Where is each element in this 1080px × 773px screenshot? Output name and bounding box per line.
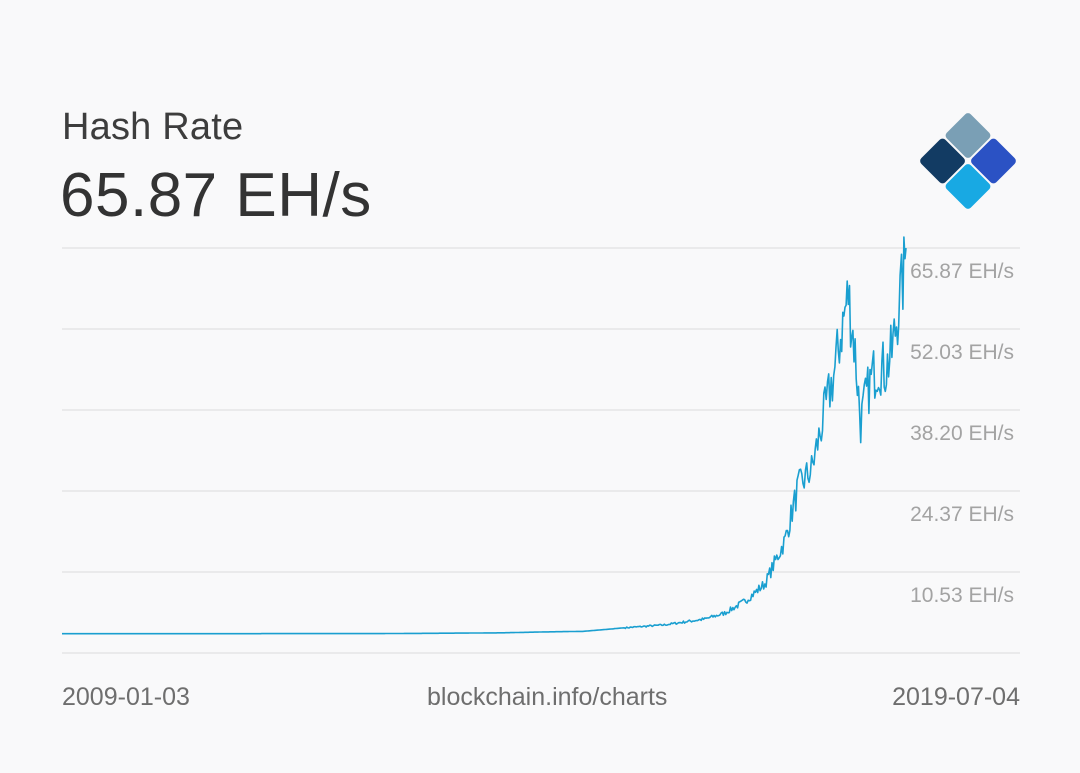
y-tick-label: 65.87 EH/s [910,260,1014,283]
y-tick-label: 24.37 EH/s [910,503,1014,526]
y-tick-label: 38.20 EH/s [910,422,1014,445]
current-value: 65.87 EH/s [60,161,372,230]
logo-tile-top [945,113,991,158]
chart-title: Hash Rate [62,106,244,148]
logo-tile-bottom [945,164,991,209]
grid-layer [62,247,1020,654]
y-tick-layer: 10.53 EH/s 24.37 EH/s 38.20 EH/s 52.03 EH/s… [910,260,1014,607]
logo-tile-left [920,138,965,184]
start-date: 2009-01-03 [62,683,190,711]
source-link[interactable]: blockchain.info/charts [427,683,668,711]
logo-tile-right [971,138,1016,184]
y-tick-label: 10.53 EH/s [910,584,1014,607]
end-date: 2019-07-04 [892,683,1020,711]
hash-rate-line [62,236,907,635]
y-tick-label: 52.03 EH/s [910,341,1014,364]
blockchain-logo-icon [920,113,1016,209]
